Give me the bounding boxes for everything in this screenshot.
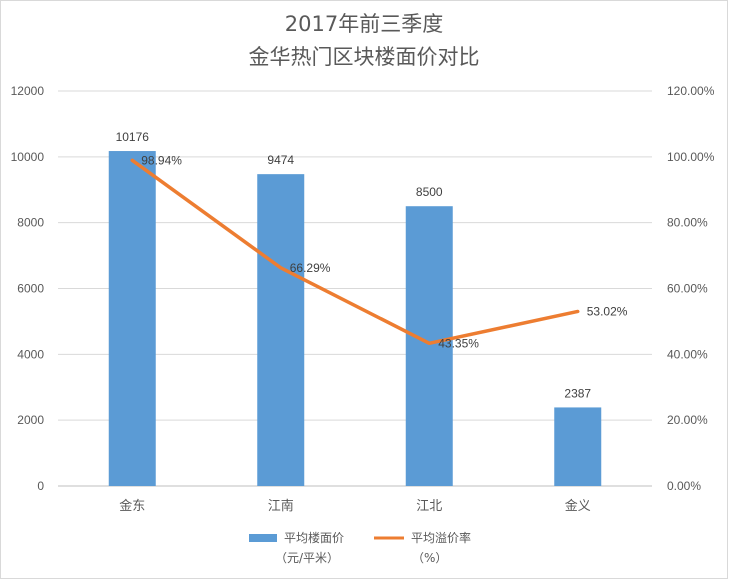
bar-value-label: 8500 (416, 185, 443, 199)
left-axis-ticks: 0 2000 4000 6000 8000 10000 12000 (11, 84, 45, 493)
right-axis-ticks: 0.00% 20.00% 40.00% 60.00% 80.00% 100.00% 120.… (667, 84, 715, 493)
right-axis-tick-label: 60.00% (667, 282, 708, 296)
bar-data-labels: 10176 9474 8500 2387 (116, 130, 592, 400)
bar-value-label: 10176 (116, 130, 150, 144)
bar (108, 151, 156, 487)
right-axis-tick-label: 80.00% (667, 216, 708, 230)
legend-line-label: 平均溢价率 (411, 530, 471, 545)
right-axis-tick-label: 20.00% (667, 413, 708, 427)
line-value-label: 98.94% (141, 153, 182, 167)
right-axis-tick-label: 100.00% (667, 150, 715, 164)
category-axis-labels: 金东 江南 江北 金义 (119, 498, 591, 514)
left-axis-tick-label: 6000 (17, 282, 44, 296)
category-label: 金义 (565, 498, 591, 514)
legend-bar-label-unit: （元/平米） (275, 551, 339, 565)
gridlines (58, 90, 652, 487)
left-axis-tick-label: 12000 (11, 84, 45, 98)
legend-bar-label: 平均楼面价 (284, 530, 344, 545)
line-value-label: 43.35% (438, 336, 479, 350)
right-axis-tick-label: 40.00% (667, 347, 708, 361)
legend: 平均楼面价 （元/平米） 平均溢价率 （%） (249, 530, 471, 565)
bar-value-label: 9474 (267, 153, 294, 167)
bar-series (108, 151, 602, 487)
legend-line-label-unit: （%） (412, 551, 447, 565)
category-label: 江南 (268, 498, 294, 514)
right-axis-tick-label: 120.00% (667, 84, 715, 98)
bar (554, 407, 602, 486)
right-axis-tick-label: 0.00% (667, 479, 701, 493)
chart-title: 2017年前三季度 (285, 12, 443, 36)
line-series (130, 158, 580, 346)
legend-bar-swatch (249, 534, 277, 542)
category-label: 金东 (119, 498, 145, 514)
bar (257, 174, 305, 486)
line-value-label: 66.29% (290, 261, 331, 275)
left-axis-tick-label: 10000 (11, 150, 45, 164)
bar (405, 206, 453, 487)
premium-rate-line (130, 158, 580, 346)
category-label: 江北 (416, 499, 442, 514)
left-axis-tick-label: 8000 (17, 216, 44, 230)
left-axis-tick-label: 2000 (17, 413, 44, 427)
bar-value-label: 2387 (564, 386, 591, 400)
line-value-label: 53.02% (587, 304, 628, 318)
left-axis-tick-label: 4000 (17, 347, 44, 361)
left-axis-tick-label: 0 (37, 479, 44, 493)
line-data-labels: 98.94% 66.29% 43.35% 53.02% (141, 153, 628, 350)
chart-subtitle: 金华热门区块楼面价对比 (249, 45, 480, 69)
